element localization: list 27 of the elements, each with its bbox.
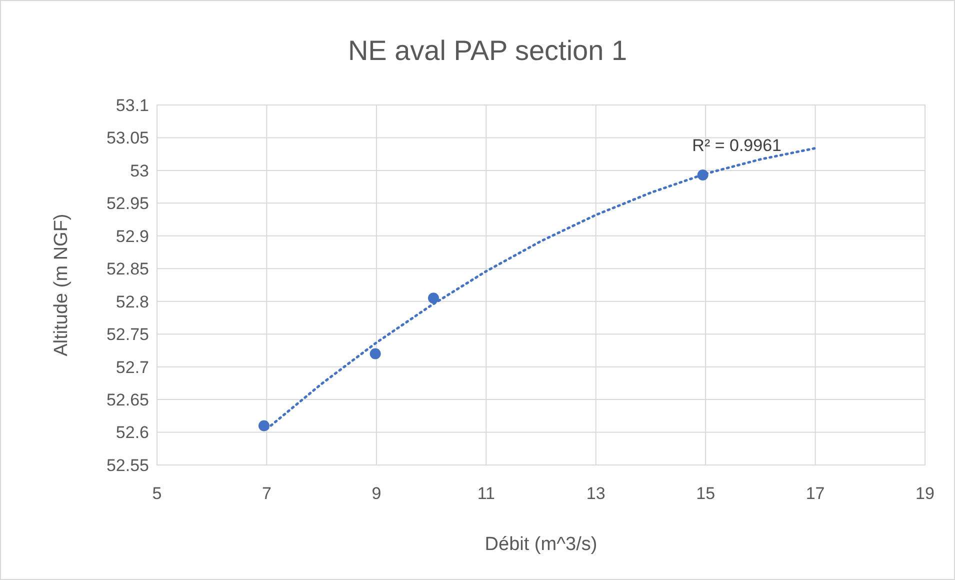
y-tick-label: 52.7 (116, 358, 149, 377)
y-tick-label: 52.9 (116, 226, 149, 246)
x-tick-label: 19 (916, 484, 934, 503)
x-tick-label: 11 (477, 484, 495, 503)
x-axis-title: Débit (m^3/s) (484, 534, 598, 555)
point (258, 420, 270, 432)
x-tick-label: 13 (586, 484, 606, 503)
y-tick-label: 53.05 (106, 128, 149, 148)
chart-title: NE aval PAP section 1 (348, 35, 628, 66)
x-tick-label: 15 (696, 484, 716, 503)
y-tick-label: 52.65 (106, 390, 149, 410)
x-tick-label: 9 (372, 484, 382, 503)
y-tick-label: 53 (130, 161, 149, 180)
y-tick-label: 52.85 (106, 260, 149, 279)
y-tick-label: 52.95 (106, 194, 149, 214)
y-tick-label: 52.8 (116, 292, 149, 312)
y-tick-label: 52.55 (106, 456, 149, 475)
x-tick-label: 17 (806, 484, 825, 503)
y-tick-label: 52.75 (106, 325, 149, 344)
point (370, 348, 381, 360)
y-axis-title: Altitude (m NGF) (51, 214, 72, 356)
x-tick-label: 5 (152, 484, 162, 503)
point (428, 292, 439, 304)
annotation: R² = 0.9961 (692, 136, 782, 155)
y-tick-label: 52.6 (116, 423, 149, 442)
y-tick-label: 53.1 (116, 96, 149, 115)
x-tick-label: 7 (262, 484, 272, 503)
